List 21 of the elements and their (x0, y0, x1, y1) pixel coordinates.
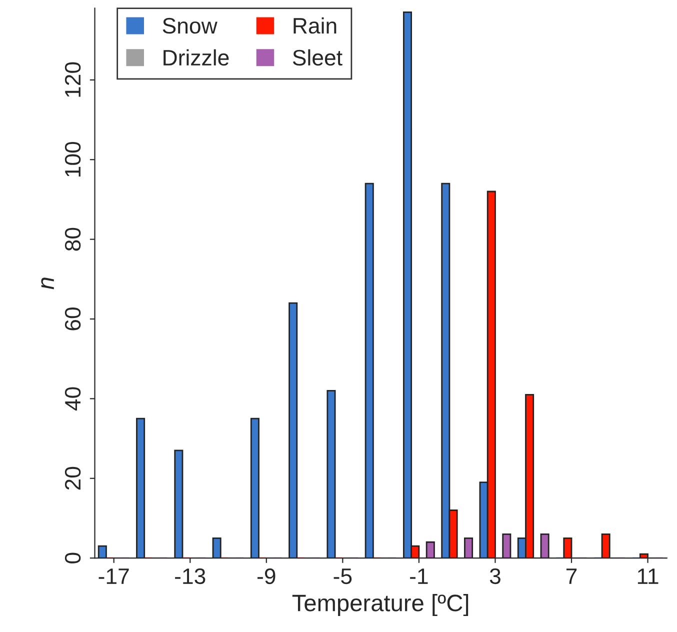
y-tick-label: 120 (64, 62, 81, 97)
y-tick-label: 100 (64, 142, 81, 176)
x-axis-title: Temperature [ºC] (292, 594, 468, 616)
y-tick-label: 80 (64, 228, 81, 251)
x-tick-label: -17 (98, 568, 129, 584)
x-tick-label: 11 (638, 568, 658, 584)
x-tick-label: -1 (410, 568, 428, 584)
x-tick-label: -9 (258, 568, 276, 584)
x-tick-label: -5 (334, 568, 352, 584)
y-tick-label: 20 (64, 466, 81, 490)
legend-label: Rain (294, 17, 336, 34)
x-tick-label: 7 (566, 568, 577, 584)
x-tick-label: 3 (490, 568, 500, 584)
y-tick-label: 0 (64, 552, 81, 564)
y-axis-title: n (41, 278, 54, 290)
legend-label: Drizzle (164, 49, 229, 66)
x-tick-label: -13 (175, 568, 206, 584)
y-tick-label: 40 (64, 387, 81, 411)
y-tick-label: 60 (64, 308, 81, 330)
legend-label: Snow (162, 18, 218, 34)
legend-label: Sleet (292, 49, 342, 66)
